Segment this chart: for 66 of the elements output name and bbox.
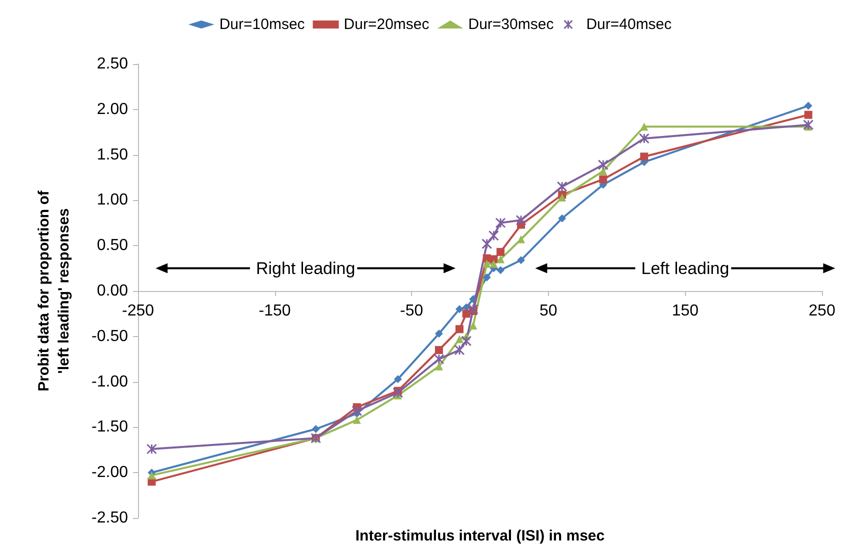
point (516, 214, 526, 226)
y-tick-label: -1.00 (92, 373, 128, 390)
x-tick-label: 150 (672, 302, 699, 320)
y-tick-label: -2.50 (92, 510, 128, 526)
point (496, 255, 505, 264)
y-tick-label: -1.50 (92, 418, 128, 436)
y-tick-label: 0.00 (96, 282, 128, 300)
x-tick-label: -250 (122, 302, 154, 320)
point (455, 335, 464, 344)
legend-label: Dur=20msec (344, 16, 430, 33)
point (556, 181, 568, 192)
legend-label: Dur=40msec (586, 16, 672, 33)
point (804, 110, 812, 119)
x-tick-label: -150 (258, 302, 291, 320)
point (352, 406, 362, 416)
point (434, 346, 443, 354)
y-axis-title: Probit data for proportion of 'left leading' responses (36, 190, 72, 392)
point (468, 304, 478, 314)
point (640, 122, 648, 131)
point (558, 193, 566, 202)
point (454, 344, 465, 356)
y-tick-label: 1.50 (96, 146, 128, 164)
annotation: Left leading (641, 258, 730, 278)
legend-label: Dur=30msec (468, 16, 554, 33)
y-tick-label: 0.50 (96, 237, 128, 254)
point (434, 354, 444, 364)
point (434, 330, 443, 338)
x-tick-label: 50 (540, 302, 558, 320)
y-tick-label: -0.50 (92, 328, 128, 345)
point (469, 295, 478, 304)
point (495, 218, 506, 228)
point (803, 120, 814, 130)
point (469, 322, 478, 330)
point (496, 266, 505, 274)
point (392, 387, 404, 398)
point (496, 248, 505, 256)
legend-label: Dur=10msec (219, 16, 306, 33)
y-tick-label: 1.00 (96, 192, 128, 209)
y-tick-label: 2.50 (96, 56, 128, 72)
point (482, 260, 491, 268)
point (352, 416, 361, 424)
point (482, 238, 492, 250)
point (517, 235, 526, 244)
point (638, 133, 650, 144)
point (482, 273, 491, 282)
point (804, 102, 812, 110)
y-tick-label: -2.00 (92, 464, 128, 482)
point (598, 160, 608, 170)
y-tick-label: 2.00 (96, 100, 128, 118)
annotation: Right leading (256, 258, 356, 278)
x-tick-label: 250 (808, 302, 836, 320)
x-axis-title: Inter-stimulus interval (ISI) in msec (355, 528, 605, 544)
point (490, 260, 498, 268)
x-tick-label: -50 (400, 302, 424, 320)
point (148, 471, 156, 480)
point (146, 444, 157, 454)
point (558, 214, 566, 222)
point (640, 152, 648, 161)
point (455, 305, 464, 314)
point (517, 256, 526, 264)
point (455, 325, 464, 334)
point (394, 375, 402, 384)
point (599, 175, 608, 184)
point (461, 336, 472, 346)
point (312, 425, 320, 434)
point (488, 230, 499, 241)
